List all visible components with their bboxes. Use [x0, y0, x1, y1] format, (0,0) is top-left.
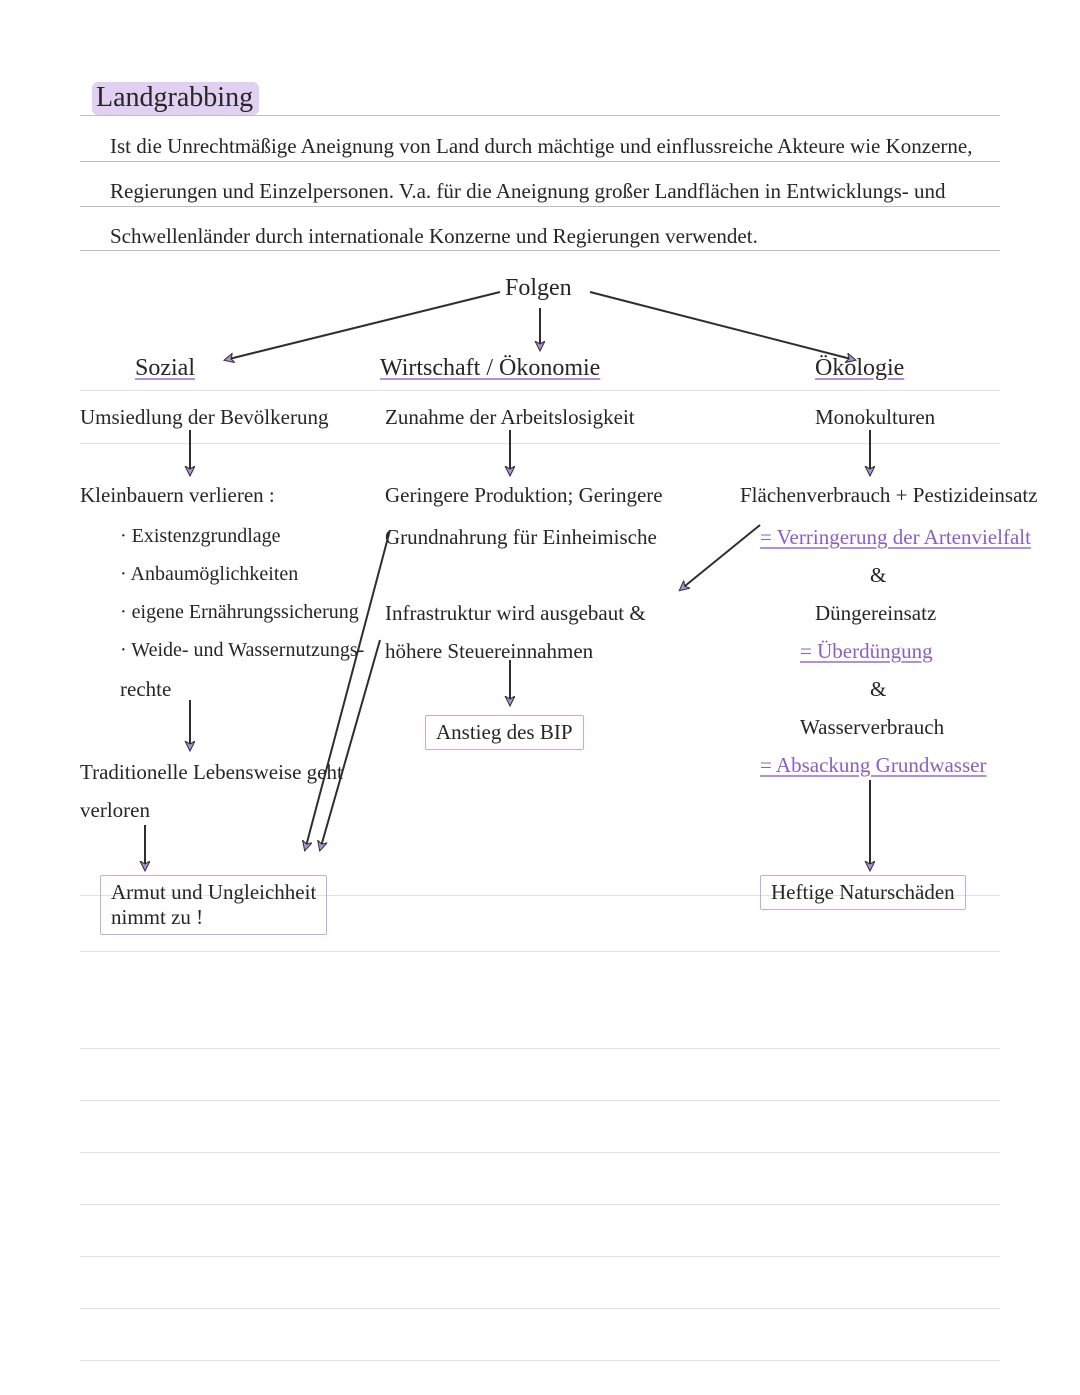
- diagram-root: Folgen: [505, 275, 572, 302]
- diagram-node: verloren: [80, 798, 150, 823]
- diagram-node: · eigene Ernährungssicherung: [120, 601, 359, 624]
- diagram-node: Infrastruktur wird ausgebaut &: [385, 601, 646, 626]
- branch-heading-sozial: Sozial: [135, 355, 195, 382]
- diagram-node: Düngereinsatz: [815, 601, 936, 626]
- ruled-line: [80, 1152, 1000, 1153]
- diagram-node: Flächenverbrauch + Pestizideinsatz: [740, 483, 1038, 508]
- diagram-node: Kleinbauern verlieren :: [80, 483, 275, 508]
- diagram-node: Geringere Produktion; Geringere: [385, 483, 663, 508]
- page-title: Landgrabbing: [92, 82, 259, 114]
- ruled-line: [80, 115, 1000, 116]
- diagram-node: · Weide- und Wassernutzungs-: [120, 639, 364, 662]
- diagram-node: Umsiedlung der Bevölkerung: [80, 405, 328, 430]
- ruled-line: [80, 1100, 1000, 1101]
- arrow: [680, 525, 760, 590]
- ruled-line: [80, 390, 1000, 391]
- ruled-line: [80, 161, 1000, 162]
- diagram-node: Zunahme der Arbeitslosigkeit: [385, 405, 635, 430]
- ruled-line: [80, 1360, 1000, 1361]
- diagram-node: · Existenzgrundlage: [120, 525, 281, 548]
- definition-line-2: Regierungen und Einzelpersonen. V.a. für…: [110, 180, 946, 203]
- diagram-node: = Überdüngung: [800, 639, 933, 664]
- page: Landgrabbing Ist die Unrechtmäßige Aneig…: [0, 0, 1080, 1395]
- ruled-line: [80, 443, 1000, 444]
- boxed-result: Anstieg des BIP: [425, 715, 584, 750]
- ruled-line: [80, 951, 1000, 952]
- branch-heading-oekologie: Ökologie: [815, 355, 904, 382]
- diagram-node: = Absackung Grundwasser: [760, 753, 986, 778]
- definition-line-1: Ist die Unrechtmäßige Aneignung von Land…: [110, 135, 972, 158]
- ruled-line: [80, 1048, 1000, 1049]
- diagram-node: Wasserverbrauch: [800, 715, 944, 740]
- diagram-node: Traditionelle Lebensweise geht: [80, 760, 343, 785]
- definition-line-3: Schwellenländer durch internationale Kon…: [110, 225, 758, 248]
- diagram-node: · Anbaumöglichkeiten: [120, 563, 298, 586]
- arrow: [225, 292, 500, 360]
- ruled-line: [80, 250, 1000, 251]
- ruled-line: [80, 206, 1000, 207]
- ruled-line: [80, 1308, 1000, 1309]
- diagram-node: &: [870, 677, 886, 702]
- arrow: [590, 292, 855, 360]
- boxed-result: Heftige Naturschäden: [760, 875, 966, 910]
- diagram-node: rechte: [120, 677, 171, 702]
- diagram-node: &: [870, 563, 886, 588]
- branch-heading-wirtschaft: Wirtschaft / Ökonomie: [380, 355, 600, 382]
- arrow: [320, 640, 380, 850]
- diagram-node: höhere Steuereinnahmen: [385, 639, 593, 664]
- arrow: [305, 530, 390, 850]
- boxed-result: Armut und Ungleichheitnimmt zu !: [100, 875, 327, 935]
- diagram-node: Grundnahrung für Einheimische: [385, 525, 657, 550]
- diagram-node: = Verringerung der Artenvielfalt: [760, 525, 1031, 550]
- ruled-line: [80, 1256, 1000, 1257]
- diagram-node: Monokulturen: [815, 405, 935, 430]
- ruled-line: [80, 1204, 1000, 1205]
